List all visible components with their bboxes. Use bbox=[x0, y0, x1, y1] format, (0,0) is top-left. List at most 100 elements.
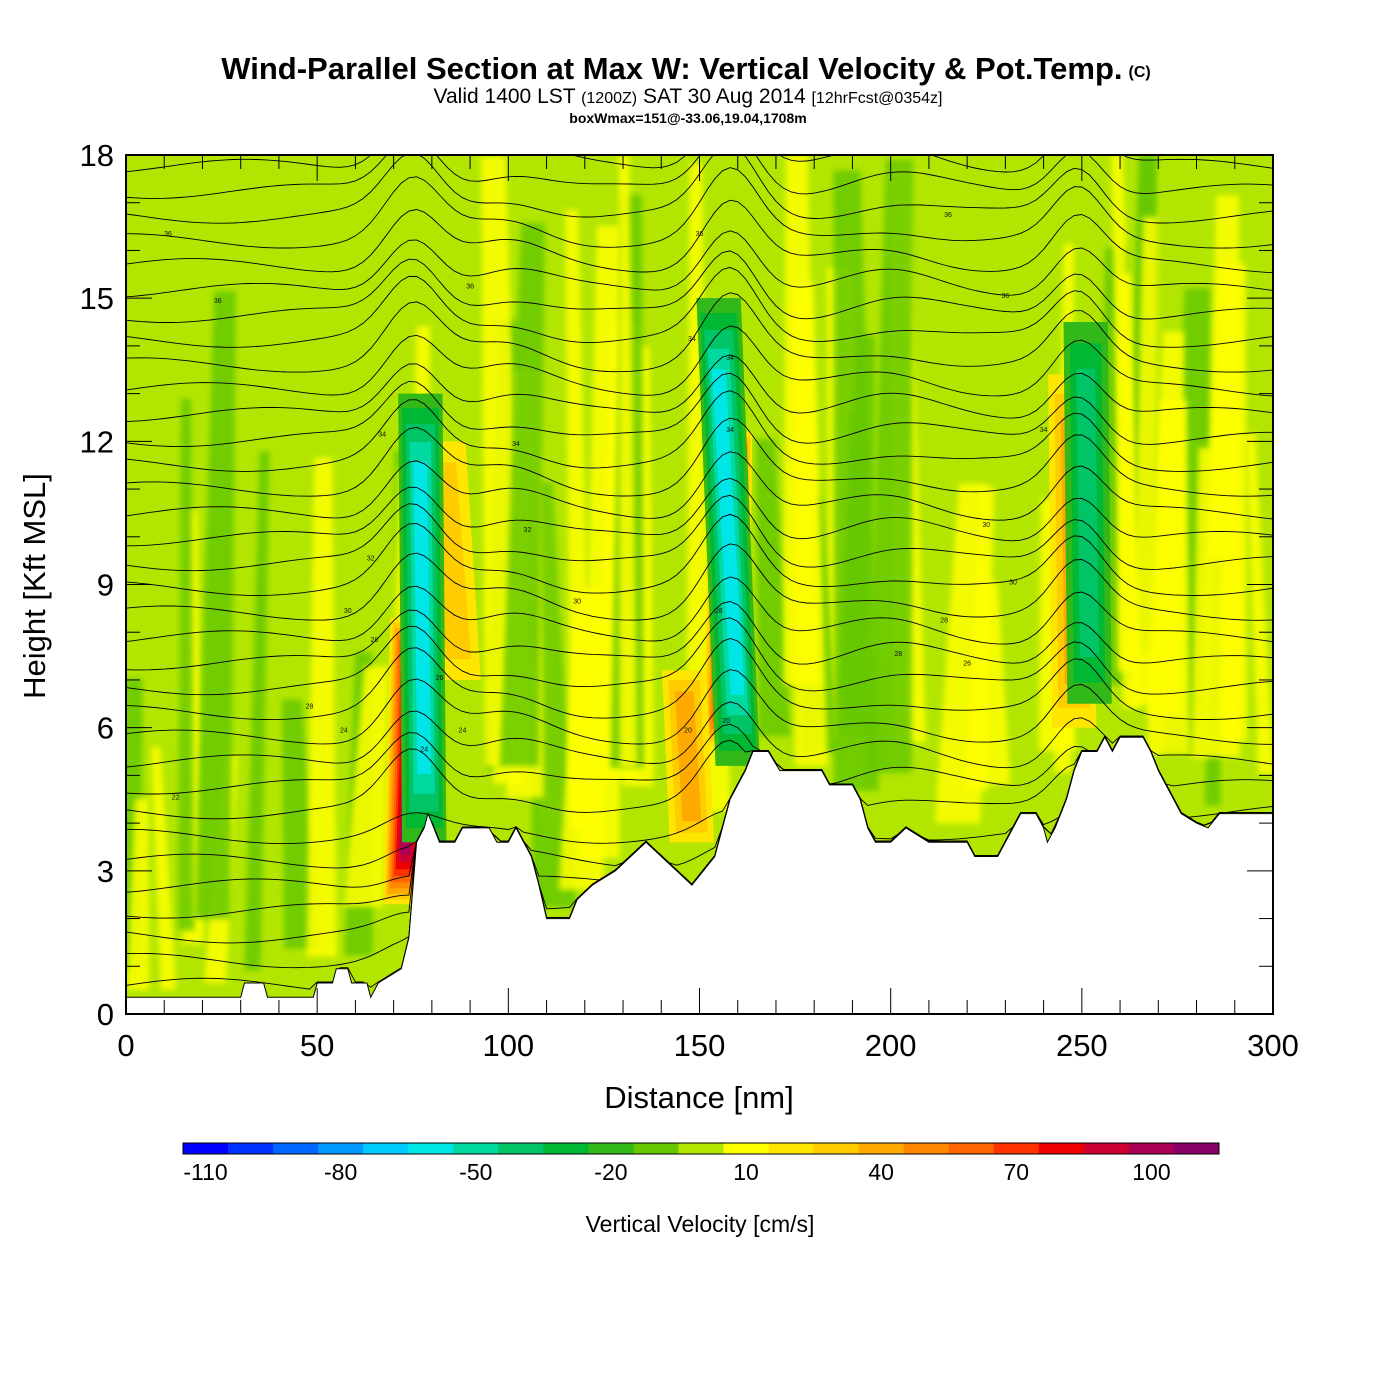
isentrope-label: 24 bbox=[459, 727, 467, 734]
velocity-streak bbox=[838, 335, 876, 738]
isentrope-line bbox=[126, 230, 1273, 298]
colorbar-frame bbox=[182, 1142, 1220, 1155]
y-tick-label: 6 bbox=[97, 711, 114, 746]
y-tick-label: 12 bbox=[80, 424, 114, 459]
colorbar-swatch bbox=[993, 1143, 1040, 1154]
colorbar-swatch bbox=[678, 1143, 725, 1154]
isentrope-line bbox=[126, 354, 1273, 423]
isentrope-label: 28 bbox=[940, 618, 948, 625]
y-tick-label: 15 bbox=[80, 281, 114, 316]
y-tick-label: 0 bbox=[97, 997, 114, 1032]
isentrope-label: 36 bbox=[696, 231, 704, 238]
velocity-streak bbox=[126, 798, 150, 991]
colorbar: -110 -80 -50 -20 10 40 70 100 bbox=[182, 1142, 1220, 1185]
velocity-streak bbox=[978, 581, 1011, 785]
isentrope-line bbox=[126, 638, 1273, 721]
isentrope-label: 22 bbox=[172, 794, 180, 801]
isentrope-label: 28 bbox=[371, 637, 379, 644]
isentrope-line bbox=[126, 292, 1273, 373]
colorbar-tick-label: 10 bbox=[733, 1159, 759, 1185]
y-axis-title: Height [Kft MSL] bbox=[17, 473, 52, 699]
isentrope-label: 26 bbox=[963, 661, 971, 668]
colorbar-swatch bbox=[1083, 1143, 1130, 1154]
colorbar-swatch bbox=[858, 1143, 905, 1154]
x-tick-label: 0 bbox=[117, 1028, 134, 1063]
isentrope-label: 20 bbox=[722, 718, 730, 725]
isentrope-label: 26 bbox=[436, 675, 444, 682]
colorbar-tick-label: 100 bbox=[1132, 1159, 1170, 1185]
isentrope-label: 24 bbox=[340, 727, 348, 734]
x-tick-label: 250 bbox=[1056, 1028, 1108, 1063]
isentrope-line bbox=[126, 250, 1273, 323]
isentrope-line bbox=[126, 417, 1273, 497]
isentrope-line bbox=[126, 669, 1273, 745]
velocity-streak bbox=[177, 398, 195, 931]
colorbar-swatch bbox=[273, 1143, 319, 1154]
colorbar-tick-label: -50 bbox=[459, 1159, 492, 1185]
colorbar-swatch bbox=[363, 1143, 409, 1154]
isentrope-label: 34 bbox=[378, 432, 386, 439]
y-tick-label: 9 bbox=[97, 568, 114, 603]
colorbar-swatch bbox=[768, 1143, 815, 1154]
isentrope-label: 32 bbox=[367, 556, 375, 563]
colorbar-swatch bbox=[723, 1143, 770, 1154]
chart-title: Wind-Parallel Section at Max W: Vertical… bbox=[221, 51, 1151, 86]
isentrope-label: 36 bbox=[1001, 293, 1009, 300]
isentrope-label: 30 bbox=[344, 608, 352, 615]
colorbar-swatch bbox=[633, 1143, 679, 1154]
velocity-streak bbox=[151, 747, 177, 990]
isentrope-label: 30 bbox=[1009, 580, 1017, 587]
colorbar-swatch bbox=[408, 1143, 454, 1154]
isentrope-line bbox=[126, 617, 1273, 696]
isentrope-label: 32 bbox=[524, 527, 532, 534]
isentrope-label: 34 bbox=[726, 427, 734, 434]
isentrope-line bbox=[126, 701, 1273, 769]
copyright-mark: (C) bbox=[1128, 64, 1151, 81]
velocity-streak bbox=[194, 290, 236, 919]
x-tick-label: 300 bbox=[1247, 1028, 1299, 1063]
isentrope-label: 34 bbox=[1040, 427, 1048, 434]
isentrope-line bbox=[126, 199, 1273, 274]
isentrope-label: 28 bbox=[894, 651, 902, 658]
colorbar-swatch bbox=[903, 1143, 950, 1154]
terrain bbox=[126, 736, 1273, 1014]
downdraft-contour bbox=[413, 461, 432, 775]
isentrope-label: 20 bbox=[684, 727, 692, 734]
isentrope-label: 34 bbox=[726, 355, 734, 362]
isentrope-line bbox=[126, 494, 1273, 572]
title-block: Wind-Parallel Section at Max W: Vertical… bbox=[0, 51, 1400, 127]
colorbar-tick-label: -110 bbox=[183, 1159, 227, 1185]
velocity-streak bbox=[244, 451, 270, 971]
isentrope-line bbox=[126, 543, 1273, 621]
colorbar-swatch bbox=[453, 1143, 499, 1154]
isentrope-label: 28 bbox=[306, 704, 314, 711]
box-wmax-info: boxWmax=151@-33.06,19.04,1708m bbox=[569, 110, 807, 126]
colorbar-swatch bbox=[1173, 1143, 1220, 1154]
colorbar-swatch bbox=[228, 1143, 274, 1154]
isentrope-line bbox=[126, 325, 1273, 397]
plot-frame bbox=[125, 154, 1274, 1015]
isentrope-label: 24 bbox=[420, 747, 428, 754]
velocity-streak bbox=[580, 226, 621, 858]
isentrope-label: 36 bbox=[466, 284, 474, 291]
isentrope-label: 34 bbox=[688, 336, 696, 343]
velocity-streak bbox=[306, 457, 337, 957]
y-tick-label: 18 bbox=[80, 138, 114, 173]
colorbar-swatch bbox=[1128, 1143, 1175, 1154]
isentrope-line bbox=[126, 735, 1273, 820]
isentrope-line bbox=[126, 477, 1273, 547]
isentrope-label: 30 bbox=[573, 599, 581, 606]
isentrope-line bbox=[126, 723, 1273, 795]
colorbar-title: Vertical Velocity [cm/s] bbox=[586, 1211, 815, 1237]
velocity-streak bbox=[343, 666, 389, 907]
isentrope-line bbox=[126, 390, 1273, 472]
colorbar-tick-label: 70 bbox=[1004, 1159, 1030, 1185]
velocity-streak bbox=[1111, 155, 1143, 708]
velocity-streak bbox=[1246, 433, 1273, 775]
colorbar-swatch bbox=[318, 1143, 364, 1154]
isentrope-label: 28 bbox=[715, 608, 723, 615]
isentrope-label: 34 bbox=[512, 441, 520, 448]
velocity-streak bbox=[1146, 331, 1185, 717]
x-tick-label: 200 bbox=[865, 1028, 917, 1063]
downdraft-contour bbox=[711, 369, 745, 695]
